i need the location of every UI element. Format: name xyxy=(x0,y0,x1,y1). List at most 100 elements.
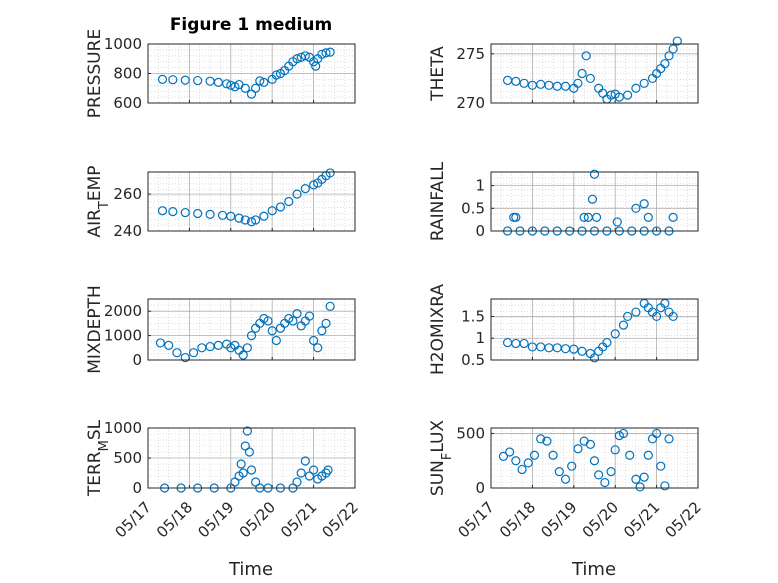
axes-box xyxy=(490,43,699,104)
y-tick-label: 2000 xyxy=(104,302,142,320)
data-point xyxy=(639,472,649,482)
data-point xyxy=(554,467,564,477)
y-tick-label: 1.5 xyxy=(461,307,485,325)
data-point xyxy=(635,482,645,492)
data-point xyxy=(255,76,265,86)
data-point xyxy=(672,36,682,46)
y-tick-label: 0 xyxy=(132,479,142,497)
data-point xyxy=(317,49,327,59)
data-point xyxy=(511,456,521,466)
y-tick-label: 1000 xyxy=(104,327,142,345)
data-point xyxy=(251,215,261,225)
data-point xyxy=(668,44,678,54)
data-point xyxy=(505,447,515,457)
data-point xyxy=(168,75,178,85)
y-axis-label: PRESSURE xyxy=(85,29,105,118)
x-tick-label: 05/21 xyxy=(620,498,663,541)
data-point xyxy=(164,340,174,350)
data-point xyxy=(193,75,203,86)
y-tick-label: 1000 xyxy=(104,35,142,53)
x-tick-label: 05/17 xyxy=(455,498,498,541)
data-point xyxy=(602,337,612,348)
data-point xyxy=(155,338,166,348)
data-point xyxy=(623,311,633,322)
data-point xyxy=(292,309,302,319)
axes-box xyxy=(147,427,356,489)
y-axis-label: H2OMIXRA xyxy=(428,284,448,375)
y-tick-label: 500 xyxy=(113,449,142,467)
data-point xyxy=(263,316,273,326)
data-point xyxy=(325,168,335,178)
data-point xyxy=(639,199,649,209)
data-point xyxy=(529,450,540,460)
data-point xyxy=(157,206,168,216)
data-point xyxy=(259,77,269,87)
data-point xyxy=(242,343,252,353)
data-point xyxy=(236,459,246,469)
data-point xyxy=(573,444,583,454)
data-point xyxy=(168,207,178,217)
data-point xyxy=(606,90,616,100)
data-point xyxy=(589,353,600,363)
data-point xyxy=(240,83,250,93)
data-point xyxy=(660,59,670,69)
data-point xyxy=(267,206,277,216)
data-point xyxy=(668,311,678,322)
y-tick-label: 1 xyxy=(475,177,485,195)
data-point xyxy=(548,450,558,460)
data-point xyxy=(631,203,641,213)
y-axis-label: MIXDEPTH xyxy=(85,285,105,374)
y-tick-label: 275 xyxy=(456,45,485,63)
data-point xyxy=(577,346,587,356)
data-point xyxy=(585,73,595,84)
data-point xyxy=(511,212,521,222)
y-tick-label: 1 xyxy=(475,329,485,347)
x-axis-label-left: Time xyxy=(228,559,273,580)
data-point xyxy=(157,74,168,85)
data-point xyxy=(246,217,257,227)
data-point xyxy=(618,428,629,439)
data-point xyxy=(643,450,653,460)
y-tick-label: 0 xyxy=(132,351,142,369)
y-tick-label: 600 xyxy=(113,94,142,112)
data-point xyxy=(300,183,310,194)
data-point xyxy=(309,335,319,346)
y-tick-label: 240 xyxy=(113,222,142,240)
data-point xyxy=(246,465,257,475)
data-point xyxy=(589,456,600,466)
data-point xyxy=(271,335,281,346)
data-point xyxy=(309,180,319,190)
data-point xyxy=(193,208,203,219)
data-point xyxy=(519,78,529,88)
plot-area xyxy=(148,172,355,231)
data-point xyxy=(267,326,277,336)
data-point xyxy=(292,189,302,199)
y-axis-label: TERRMSL xyxy=(85,419,112,497)
x-tick-label: 05/22 xyxy=(319,498,362,541)
axes-box xyxy=(490,171,699,232)
x-tick-label: 05/20 xyxy=(579,498,622,541)
y-axis-label: AIRTEMP xyxy=(85,165,112,237)
data-point xyxy=(321,318,331,328)
axes-box xyxy=(490,298,699,361)
data-point xyxy=(579,212,589,222)
data-point xyxy=(631,83,641,93)
data-point xyxy=(623,90,633,100)
data-point xyxy=(591,212,602,222)
data-point xyxy=(284,196,294,207)
data-point xyxy=(610,329,620,339)
data-point xyxy=(292,477,302,487)
panel-h2omixra: 0.5 1 1.5 H2OMIXRA xyxy=(428,284,699,375)
x-tick-label: 05/20 xyxy=(236,498,279,541)
y-tick-label: 0 xyxy=(475,479,485,497)
data-point xyxy=(222,79,232,89)
data-point xyxy=(304,311,315,321)
data-point xyxy=(600,477,610,488)
data-point xyxy=(321,48,331,58)
data-point xyxy=(594,470,604,480)
y-tick-label: 1000 xyxy=(104,419,142,437)
data-point xyxy=(560,474,571,484)
